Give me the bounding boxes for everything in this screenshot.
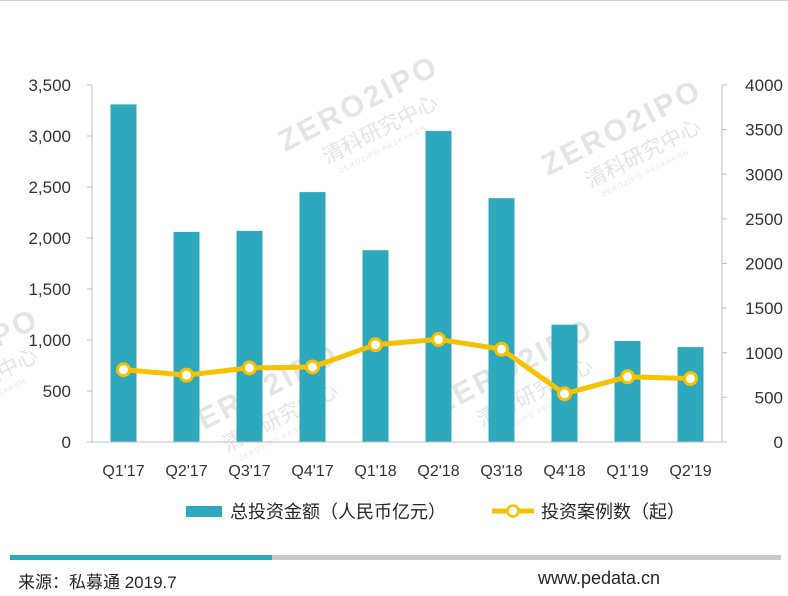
- line-point-q1-17: [116, 362, 131, 378]
- line-point-q4-17: [305, 359, 320, 375]
- x-tick-label-q2-19: Q2'19: [669, 463, 711, 480]
- x-tick-label-q2-18: Q2'18: [417, 463, 459, 480]
- watermark-sub: ZERO2IPO RESEARCH: [0, 378, 28, 428]
- x-tick-label-q3-17: Q3'17: [228, 463, 270, 480]
- y-left-tick-label: 3,000: [28, 127, 71, 146]
- x-tick-label-q4-18: Q4'18: [543, 463, 585, 480]
- legend-line-marker: [506, 504, 520, 518]
- footer-source: 来源：私募通 2019.7: [18, 573, 177, 592]
- x-tick-labels: Q1'17 Q2'17 Q3'17 Q4'17 Q1'18 Q2'18 Q3'18 Q4'18…: [102, 463, 711, 480]
- x-tick-label-q3-18: Q3'18: [480, 463, 522, 480]
- y-left-tick-label: 0: [62, 433, 71, 452]
- legend-label-deal-count: 投资案例数（起）: [541, 502, 685, 522]
- x-tick-label-q1-19: Q1'19: [606, 463, 648, 480]
- x-tick-label-q4-17: Q4'17: [291, 463, 333, 480]
- y-right-tick-label: 2000: [745, 255, 783, 274]
- bar-q1-17: [110, 104, 137, 443]
- bar-q2-19: [677, 347, 704, 442]
- bar-q3-17: [236, 230, 263, 442]
- line-point-q2-17: [179, 367, 194, 383]
- x-tick-label-q1-17: Q1'17: [102, 463, 144, 480]
- x-tick-label-q1-18: Q1'18: [354, 463, 396, 480]
- y-right-tick-label: 1000: [745, 344, 783, 363]
- footer-website: www.pedata.cn: [538, 568, 661, 588]
- footer-divider: [10, 555, 781, 560]
- y-left-tick-label: 3,500: [28, 76, 71, 95]
- line-point-q3-17: [242, 360, 257, 376]
- line-series: [116, 331, 698, 402]
- bar-q4-17: [299, 192, 326, 442]
- bar-q3-18: [488, 198, 515, 442]
- legend-swatch-bar: [186, 505, 222, 517]
- footer-divider-accent: [10, 555, 272, 560]
- y-right-tick-label: 0: [774, 433, 783, 452]
- x-tick-label-q2-17: Q2'17: [165, 463, 207, 480]
- y-right-tick-label: 3000: [745, 165, 783, 184]
- line-point-q1-19: [620, 369, 635, 385]
- line-point-q2-19: [683, 371, 698, 387]
- y-right-tick-labels: 0 500 1000 1500 2000 2500 3000 3500 4000: [745, 76, 783, 452]
- y-right-tick-label: 500: [755, 388, 783, 407]
- line-point-q2-18: [431, 331, 446, 347]
- legend-item-deal-count: 投资案例数（起）: [491, 498, 685, 524]
- bar-series: [110, 104, 704, 443]
- y-right-tick-label: 2500: [745, 210, 783, 229]
- y-left-tick-label: 500: [43, 382, 71, 401]
- legend-swatch-line: [492, 504, 534, 518]
- y-left-tick-label: 1,000: [28, 331, 71, 350]
- line-point-q1-18: [368, 337, 383, 353]
- series-line-deal-count: [121, 336, 693, 397]
- bar-q2-18: [425, 130, 452, 442]
- y-right-tick-label: 4000: [745, 76, 783, 95]
- top-border: [0, 0, 788, 1]
- line-point-q3-18: [494, 341, 509, 357]
- y-left-tick-labels: 0 500 1,000 1,500 2,000 2,500 3,000 3,500: [28, 76, 71, 452]
- y-left-tick-label: 2,000: [28, 229, 71, 248]
- bar-q4-18: [551, 324, 578, 442]
- line-point-q4-18: [557, 386, 572, 402]
- bar-q2-17: [173, 231, 200, 442]
- axes: [87, 84, 727, 443]
- y-left-tick-label: 2,500: [28, 178, 71, 197]
- y-right-tick-label: 1500: [745, 299, 783, 318]
- y-right-tick-label: 3500: [745, 121, 783, 140]
- legend-item-investment-amount: 总投资金额（人民币亿元）: [186, 498, 446, 524]
- legend-label-investment-amount: 总投资金额（人民币亿元）: [230, 502, 446, 522]
- y-left-tick-label: 1,500: [28, 280, 71, 299]
- footer-divider-rest: [272, 555, 781, 560]
- bar-q1-19: [614, 341, 641, 442]
